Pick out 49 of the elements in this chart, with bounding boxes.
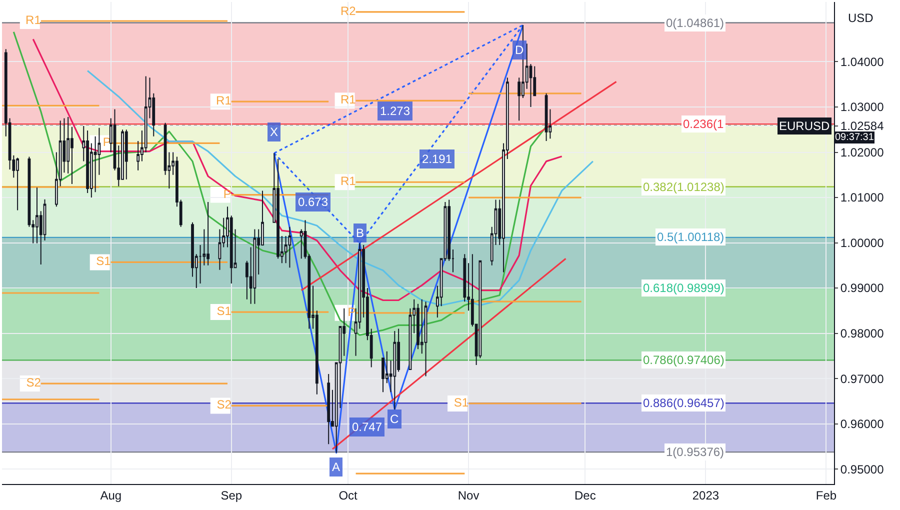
series-label: R1 [26,13,42,28]
ref-line-label: 0.618(0.98999) [643,281,724,295]
annotation: D [515,43,524,57]
y-tick-label: 1.04000 [840,54,884,69]
ref-line-label: 0.382(1.01238) [643,180,724,194]
text: USD [848,11,874,25]
ref-line-label: 0.236(1 [683,117,724,131]
x-tick-label: 2023 [692,488,720,502]
y-tick-label: 1.02584 [840,119,884,134]
x-tick-label: Nov [458,488,480,502]
y-tick-label: 1.02000 [840,145,884,160]
annotation: 1.273 [380,104,410,118]
x-tick-label: Dec [574,488,596,502]
ref-line-label: 0.886(0.96457) [643,396,724,410]
series-label: S1 [454,395,469,410]
x-tick-label: Aug [100,488,122,502]
annotation: 0.673 [298,195,328,209]
series-label: R1 [216,94,232,108]
ref-line-label: 0.5(1.00118) [657,230,724,244]
y-tick-label: 1.03000 [840,100,884,114]
annotation: C [390,412,399,426]
x-tick-label: Oct [338,488,358,502]
ref-line-label: 0(1.04861) [666,16,724,30]
y-tick-label: 0.97000 [840,372,884,386]
annotation: A [332,460,340,474]
annotation: X [270,125,278,139]
x-tick-label: Sep [220,488,242,502]
series-label: S2 [26,376,42,390]
y-tick-label: 0.99000 [840,281,884,296]
series-label: S1 [216,304,232,318]
series-label: S2 [216,398,232,412]
series-label: R1 [340,92,356,107]
x-tick-label: Feb [816,488,837,502]
y-tick-label: 0.96000 [840,417,884,432]
y-tick-label: 1.00000 [840,236,884,250]
series-label: S1 [96,254,112,268]
text: 09:37:31 [835,132,874,143]
series-label: P [223,186,232,201]
ref-line-label: 0.786(0.97406) [643,353,724,367]
y-tick-label: 0.98000 [840,326,884,340]
ref-line-label: EURUSD [779,119,830,133]
series-label: R1 [340,174,356,188]
annotation: B [356,226,364,240]
y-tick-label: 0.95000 [840,462,884,476]
y-tick-label: 1.01000 [840,190,884,205]
annotation: 2.191 [422,152,452,166]
annotation: 0.747 [352,420,382,434]
ref-line-label: 1(0.95376) [666,445,724,459]
series-label: R2 [340,4,356,18]
